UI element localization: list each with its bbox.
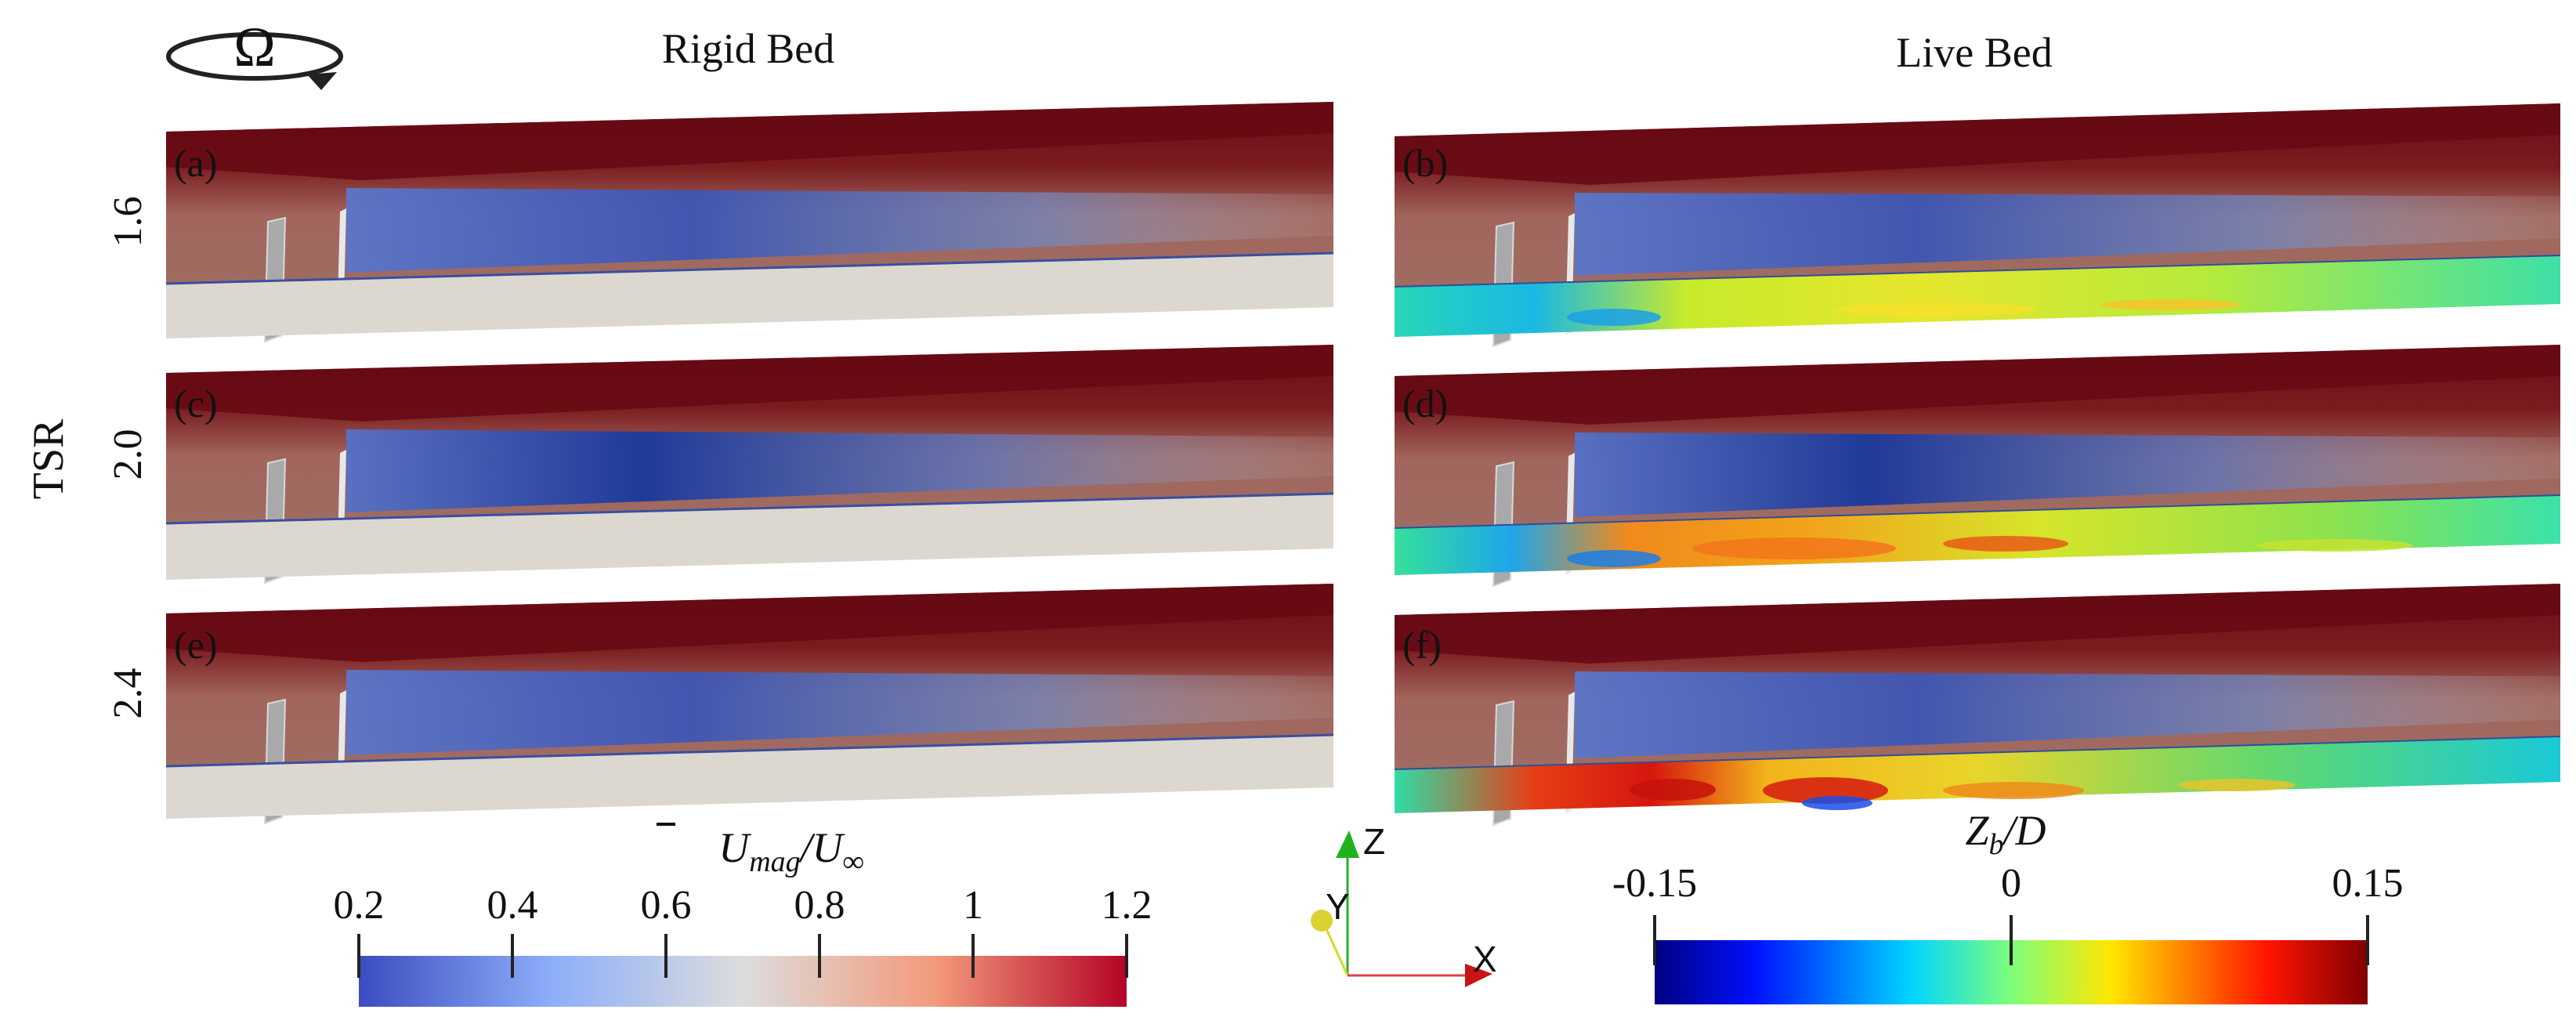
panel-label-c: (c) [174,382,218,425]
velocity-colorbar-tick-label: 1 [963,883,983,928]
wake-region [1575,432,2560,517]
bed-colorbar-title: Zb/D [1965,807,2046,861]
wake-region [346,188,1333,273]
freestream-region [1395,345,2560,425]
row-label-tsr-2-0: 2.0 [106,429,150,480]
panel-label-a: (a) [174,141,218,185]
panel-label-f: (f) [1402,623,1442,667]
velocity-colorbar-tick-label: 0.8 [794,883,845,928]
freestream-region [166,345,1333,422]
panel-a-rigid-bed [165,102,1334,343]
velocity-colorbar-tick-label: 0.2 [334,883,385,928]
bed-edge [165,251,1334,285]
bed-morphology-patch [1692,537,1896,559]
omega-rotation-icon: Ω [166,16,343,90]
bed-edge [165,733,1334,768]
panel-b-live-bed [1394,103,2561,348]
panel-label-e: (e) [174,623,218,667]
x-arrow-icon [1465,964,1492,987]
velocity-colorbar-gradient [359,956,1127,1007]
omega-symbol: Ω [233,16,276,78]
velocity-colorbar-tick-label: 0.4 [487,883,538,928]
row-label-tsr-2-4: 2.4 [106,668,150,719]
panel-f-live-bed [1394,584,2561,827]
axis-label-y: Y [1326,886,1350,927]
panel-d-live-bed [1394,345,2561,588]
bed-colorbar: Zb/D -0.15 0 0.15 [1612,807,2404,1004]
panel-e-rigid-bed [165,584,1334,825]
bed-morphology-patch [2100,299,2241,310]
bed-morphology-patch [2178,779,2296,791]
panel-c-rigid-bed [165,345,1334,584]
bed-morphology-patch [1567,550,1661,567]
rigid-bed-surface [166,253,1333,338]
velocity-colorbar: Umag/U∞ 0.2 0.4 0.6 0.8 1 1.2 [334,823,1152,1007]
panel-label-b: (b) [1402,141,1448,185]
wake-region [346,429,1333,512]
bed-edge [165,492,1334,525]
velocity-colorbar-title: Umag/U∞ [718,824,864,878]
rigid-bed-surface [166,735,1333,819]
freestream-region [166,584,1333,662]
bed-morphology-patch [1943,536,2068,552]
live-bed-surface [1395,495,2560,575]
wake-region [346,670,1333,755]
freestream-region [1395,584,2560,664]
freestream-region [166,102,1333,180]
axes-triad: Z Y X [1311,821,1497,987]
panel-label-d: (d) [1402,382,1448,425]
column-title-live: Live Bed [1896,29,2052,76]
velocity-colorbar-tick-label: 0.6 [641,883,692,928]
column-title-rigid: Rigid Bed [662,25,835,72]
axis-label-x: X [1473,939,1497,979]
z-arrow-icon [1336,830,1359,858]
contour-panels [165,102,2561,827]
velocity-colorbar-tick-label: 1.2 [1102,883,1152,928]
bed-edge [1394,494,2561,529]
wake-region [1575,193,2560,276]
wake-region [1575,671,2560,758]
bed-edge [1394,736,2561,770]
tsr-axis-label: TSR [24,418,73,499]
bed-morphology-patch [1833,302,2037,317]
bed-edge [1394,255,2561,288]
freestream-region [1395,103,2560,185]
y-arrow-icon [1311,910,1333,932]
axis-label-z: Z [1363,821,1385,862]
bed-morphology-patch [1567,309,1661,326]
bed-morphology-patch [1802,796,1872,810]
bed-colorbar-tick-label: 0 [2001,861,2021,906]
bed-morphology-patch [2256,539,2413,552]
bed-morphology-patch [1943,782,2084,799]
bed-morphology-patch [1763,777,1888,804]
rigid-bed-surface [166,494,1333,580]
row-label-tsr-1-6: 1.6 [106,197,150,248]
bed-colorbar-tick-label: 0.15 [2332,861,2404,906]
bed-colorbar-tick-label: -0.15 [1612,861,1697,906]
live-bed-surface [1395,255,2560,337]
bed-morphology-patch [1630,779,1716,801]
